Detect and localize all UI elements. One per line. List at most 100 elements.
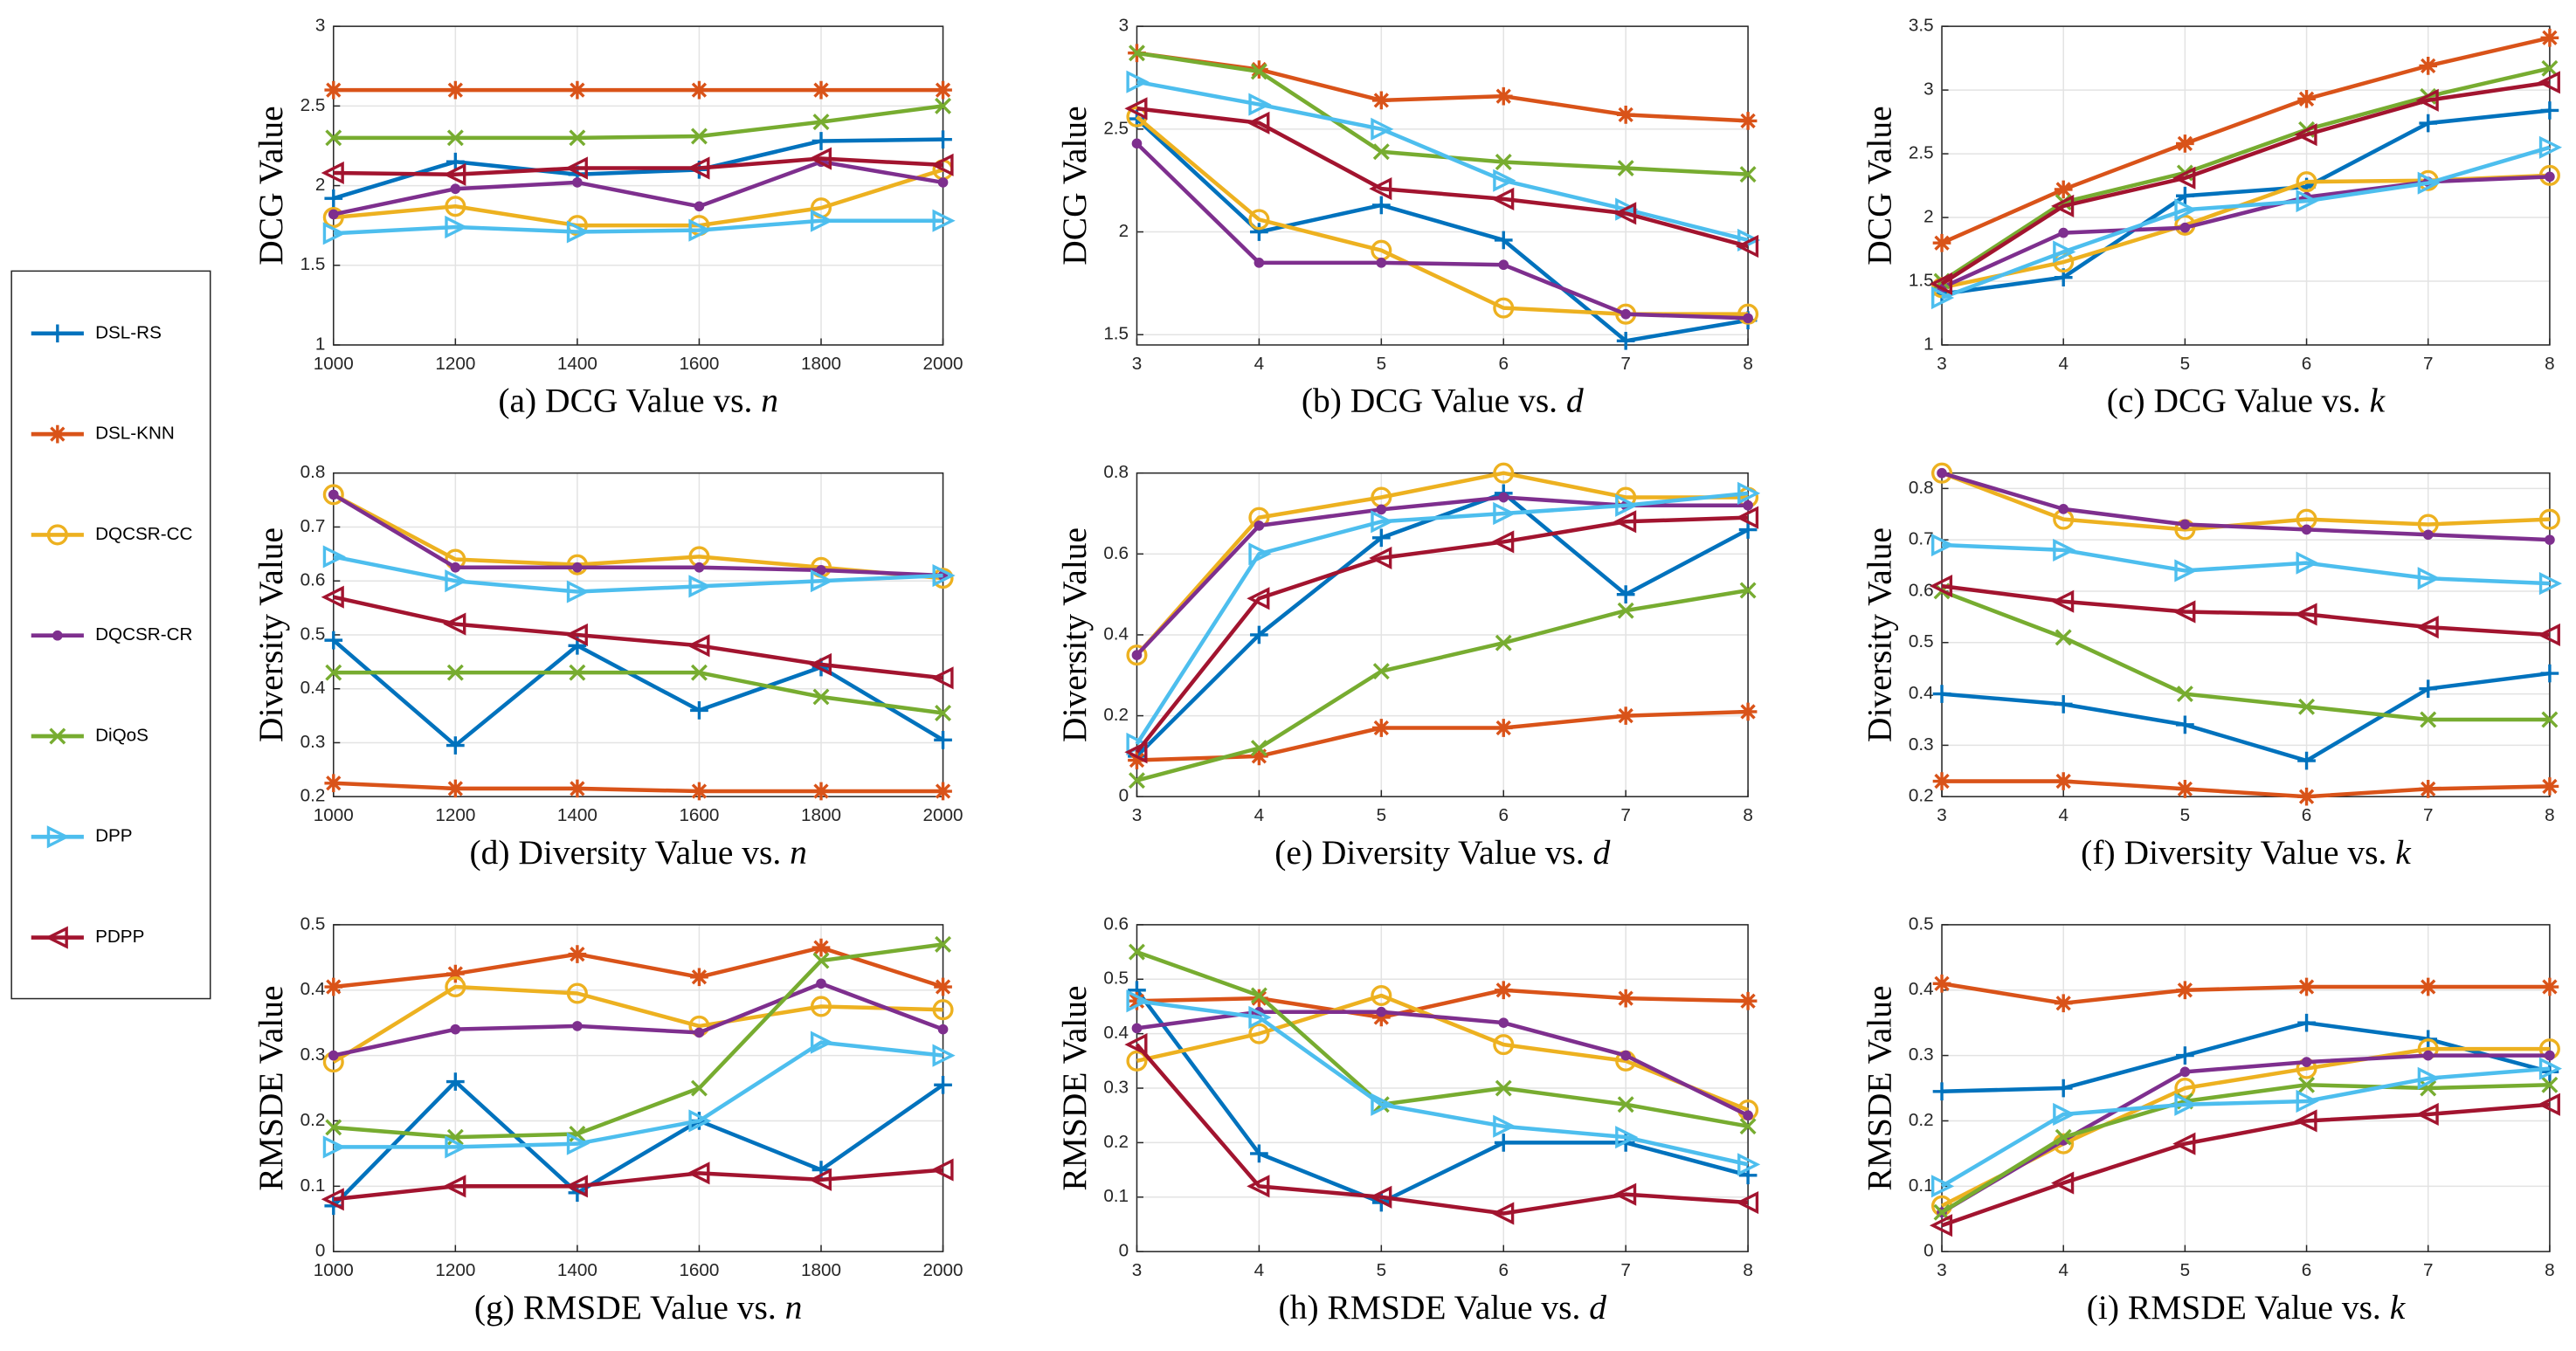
data-point bbox=[1739, 1118, 1757, 1135]
data-point bbox=[2294, 603, 2317, 626]
data-point bbox=[445, 779, 465, 798]
data-point bbox=[1616, 106, 1635, 124]
series-line bbox=[1942, 779, 2550, 799]
data-point bbox=[1743, 313, 1753, 324]
y-tick-label: 0.8 bbox=[300, 462, 326, 482]
x-tick-label: 5 bbox=[2180, 805, 2191, 825]
data-point bbox=[566, 1132, 590, 1155]
x-tick-label: 4 bbox=[1254, 805, 1265, 825]
series-line bbox=[1941, 1102, 2551, 1228]
data-point bbox=[1495, 634, 1512, 651]
data-point bbox=[934, 782, 952, 801]
y-tick-label: 0.4 bbox=[1103, 1023, 1129, 1043]
y-tick-label: 0.4 bbox=[300, 979, 326, 999]
series-line bbox=[1136, 998, 1749, 1167]
caption: (h) RMSDE Value vs. d bbox=[1279, 1288, 1607, 1327]
y-tick-label: 1.5 bbox=[300, 254, 326, 274]
y-tick-label: 2 bbox=[1923, 207, 1934, 227]
x-tick-label: 7 bbox=[2423, 1260, 2434, 1280]
data-point bbox=[324, 189, 343, 208]
data-point bbox=[1613, 1182, 1637, 1206]
data-point bbox=[1494, 86, 1513, 106]
series-line bbox=[1135, 495, 1749, 657]
y-tick-label: 3 bbox=[1119, 16, 1129, 36]
data-point bbox=[2054, 772, 2073, 790]
data-point bbox=[2545, 171, 2555, 183]
series-line bbox=[1941, 471, 2551, 542]
data-point bbox=[808, 147, 832, 170]
data-point bbox=[1131, 650, 1143, 660]
data-point bbox=[2419, 57, 2438, 75]
x-tick-label: 1400 bbox=[557, 1260, 597, 1280]
data-point bbox=[1932, 685, 1951, 703]
data-point bbox=[322, 207, 344, 229]
caption-text: (e) Diversity Value vs. bbox=[1274, 833, 1585, 872]
series-line bbox=[332, 638, 944, 748]
x-tick-label: 8 bbox=[1743, 354, 1753, 374]
caption: (d) Diversity Value vs. n bbox=[469, 833, 806, 872]
data-point bbox=[1615, 1126, 1639, 1149]
data-point bbox=[1371, 117, 1394, 141]
data-point bbox=[321, 1188, 344, 1211]
caption-variable: n bbox=[761, 382, 778, 420]
series-line bbox=[1941, 145, 2551, 300]
data-point bbox=[1253, 520, 1265, 531]
data-point bbox=[1369, 177, 1392, 201]
data-point bbox=[690, 128, 708, 145]
y-tick-label: 0.5 bbox=[300, 624, 326, 644]
y-tick-label: 0.4 bbox=[1103, 624, 1129, 644]
data-point bbox=[1617, 602, 1634, 619]
series-line bbox=[333, 156, 943, 177]
data-point bbox=[2053, 240, 2076, 264]
data-point bbox=[1128, 751, 1146, 769]
y-tick-label: 0.7 bbox=[300, 516, 326, 536]
series-line bbox=[333, 945, 944, 989]
data-point bbox=[2420, 711, 2437, 728]
data-point bbox=[1613, 510, 1637, 534]
data-point bbox=[1247, 1175, 1270, 1198]
data-point bbox=[321, 585, 344, 609]
data-point bbox=[2538, 508, 2560, 530]
legend-marker bbox=[45, 926, 68, 949]
y-tick-label: 2.5 bbox=[1103, 118, 1129, 138]
x-tick-label: 1200 bbox=[435, 354, 475, 374]
y-tick-label: 0.2 bbox=[1103, 705, 1129, 725]
legend-label: DQCSR-CR bbox=[95, 624, 192, 644]
data-point bbox=[1616, 585, 1635, 603]
series-line bbox=[333, 982, 944, 1058]
y-axis-label: RMSDE Value bbox=[252, 985, 290, 1190]
data-point bbox=[690, 1079, 708, 1097]
series-line bbox=[1136, 79, 1749, 243]
x-tick-label: 3 bbox=[1132, 805, 1143, 825]
data-point bbox=[566, 554, 588, 576]
data-point bbox=[2538, 135, 2563, 159]
data-point bbox=[568, 80, 587, 100]
series-line bbox=[1940, 1053, 2550, 1215]
y-tick-label: 0.4 bbox=[1909, 683, 1934, 703]
data-point bbox=[2179, 222, 2191, 233]
data-point bbox=[810, 569, 834, 593]
legend-marker bbox=[48, 424, 67, 444]
x-tick-label: 1800 bbox=[801, 1260, 841, 1280]
series-line bbox=[333, 104, 943, 141]
data-point bbox=[811, 132, 831, 150]
data-point bbox=[1493, 1114, 1516, 1138]
data-point bbox=[445, 569, 468, 593]
y-tick-label: 0.5 bbox=[1103, 968, 1129, 989]
series-line bbox=[332, 984, 943, 1065]
x-tick-label: 2000 bbox=[923, 805, 963, 825]
data-point bbox=[1128, 772, 1145, 789]
y-tick-label: 0 bbox=[315, 1241, 325, 1261]
axes-box bbox=[1136, 472, 1749, 797]
data-point bbox=[2176, 186, 2194, 205]
legend-label: DiQoS bbox=[95, 725, 148, 745]
data-point bbox=[1932, 1082, 1951, 1101]
y-tick-label: 0.8 bbox=[1103, 462, 1129, 482]
data-point bbox=[808, 1168, 832, 1191]
series-line bbox=[333, 942, 943, 1140]
data-point bbox=[2298, 1076, 2316, 1093]
data-point bbox=[932, 209, 956, 232]
data-point bbox=[1128, 943, 1145, 961]
x-tick-label: 6 bbox=[2302, 805, 2312, 825]
data-point bbox=[690, 782, 708, 801]
